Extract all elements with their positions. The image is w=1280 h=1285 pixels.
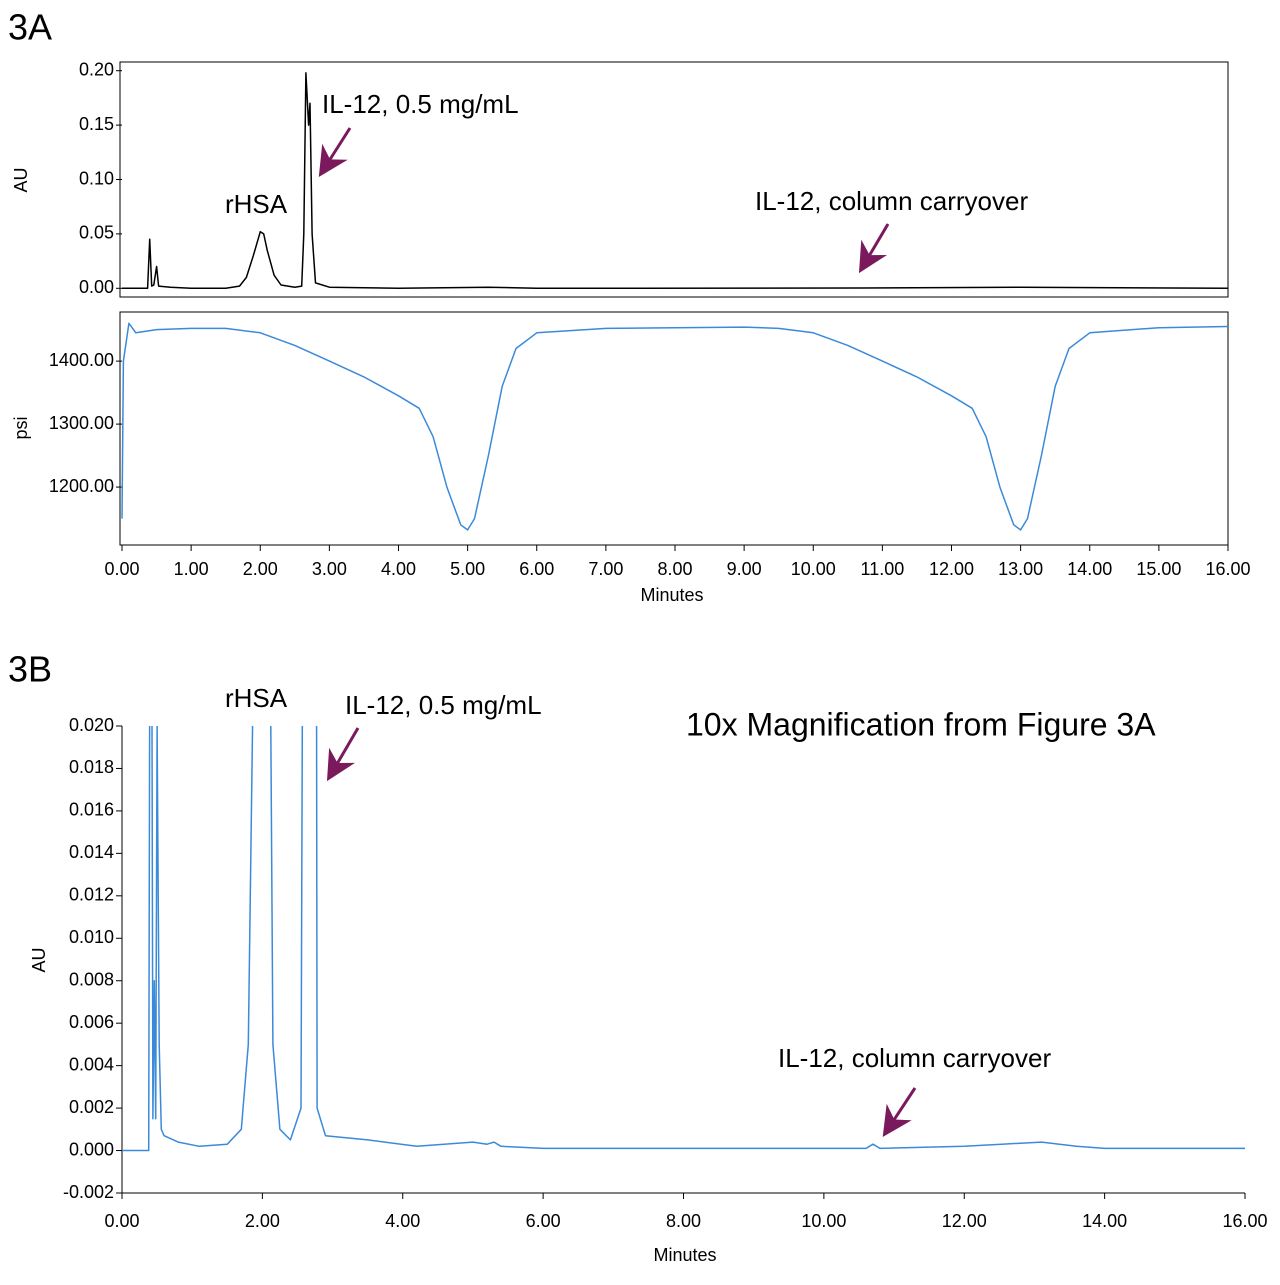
- x-tick-label: 3.00: [312, 559, 347, 579]
- y-tick-label: 0.006: [69, 1012, 114, 1032]
- x-tick-label: 0.00: [104, 1211, 139, 1231]
- annotation: IL-12, 0.5 mg/mL: [322, 89, 519, 119]
- x-tick-label: 4.00: [381, 559, 416, 579]
- panel-label: 3B: [8, 649, 52, 690]
- x-tick-label: 6.00: [526, 1211, 561, 1231]
- x-tick-label: 4.00: [385, 1211, 420, 1231]
- y-tick-label: 0.000: [69, 1139, 114, 1159]
- x-tick-label: 16.00: [1205, 559, 1250, 579]
- plot-frame: [119, 311, 1229, 546]
- y-tick-label: 0.018: [69, 757, 114, 777]
- annotation: IL-12, 0.5 mg/mL: [345, 690, 542, 720]
- x-tick-label: 16.00: [1222, 1211, 1267, 1231]
- annotation: rHSA: [225, 683, 288, 713]
- y-tick-label: 0.004: [69, 1054, 114, 1074]
- annotation: rHSA: [225, 189, 288, 219]
- annotation: IL-12, column carryover: [755, 186, 1028, 216]
- plot-frame: [119, 61, 1229, 298]
- y-tick-label: 0.016: [69, 800, 114, 820]
- trace-line: [122, 726, 1245, 1152]
- annotation-arrow: [326, 727, 360, 782]
- annotation-arrow: [858, 223, 890, 274]
- annotation: IL-12, column carryover: [778, 1043, 1051, 1073]
- x-tick-label: 5.00: [450, 559, 485, 579]
- panel-label: 3A: [8, 7, 52, 48]
- x-tick-label: 11.00: [861, 559, 905, 579]
- x-tick-label: 13.00: [998, 559, 1043, 579]
- y-tick-label: 0.012: [69, 885, 114, 905]
- x-tick-label: 15.00: [1136, 559, 1181, 579]
- x-tick-label: 6.00: [519, 559, 554, 579]
- x-axis-label: Minutes: [653, 1245, 716, 1265]
- annotation: 10x Magnification from Figure 3A: [686, 706, 1156, 742]
- y-tick-label: 1300.00: [49, 413, 114, 433]
- x-tick-label: 2.00: [243, 559, 278, 579]
- x-tick-label: 10.00: [791, 559, 836, 579]
- annotation-arrow: [882, 1087, 917, 1138]
- x-tick-label: 2.00: [245, 1211, 280, 1231]
- x-tick-label: 9.00: [727, 559, 762, 579]
- x-tick-label: 10.00: [801, 1211, 846, 1231]
- y-axis-label: AU: [11, 167, 31, 192]
- y-tick-label: 0.014: [69, 842, 114, 862]
- x-axis-label: Minutes: [640, 585, 703, 605]
- x-tick-label: 8.00: [666, 1211, 701, 1231]
- y-tick-label: 0.00: [79, 277, 114, 297]
- x-tick-label: 14.00: [1082, 1211, 1127, 1231]
- y-axis-label: AU: [29, 947, 49, 972]
- y-tick-label: 0.20: [79, 59, 114, 79]
- y-tick-label: -0.002: [63, 1182, 114, 1202]
- y-tick-label: 0.008: [69, 969, 114, 989]
- annotation-arrow: [318, 127, 352, 178]
- y-tick-label: 1200.00: [49, 476, 114, 496]
- x-tick-label: 12.00: [929, 559, 974, 579]
- y-tick-label: 0.002: [69, 1097, 114, 1117]
- trace-line: [122, 72, 1229, 290]
- y-tick-label: 0.010: [69, 927, 114, 947]
- x-tick-label: 8.00: [657, 559, 692, 579]
- y-tick-label: 0.10: [79, 168, 114, 188]
- x-tick-label: 14.00: [1067, 559, 1112, 579]
- x-tick-label: 12.00: [942, 1211, 987, 1231]
- trace-line: [121, 322, 1229, 531]
- y-tick-label: 0.05: [79, 223, 114, 243]
- x-tick-label: 0.00: [104, 559, 139, 579]
- y-axis-label: psi: [11, 416, 31, 439]
- y-tick-label: 0.020: [69, 715, 114, 735]
- y-tick-label: 1400.00: [49, 350, 114, 370]
- x-tick-label: 7.00: [588, 559, 623, 579]
- y-tick-label: 0.15: [79, 114, 114, 134]
- x-tick-label: 1.00: [174, 559, 209, 579]
